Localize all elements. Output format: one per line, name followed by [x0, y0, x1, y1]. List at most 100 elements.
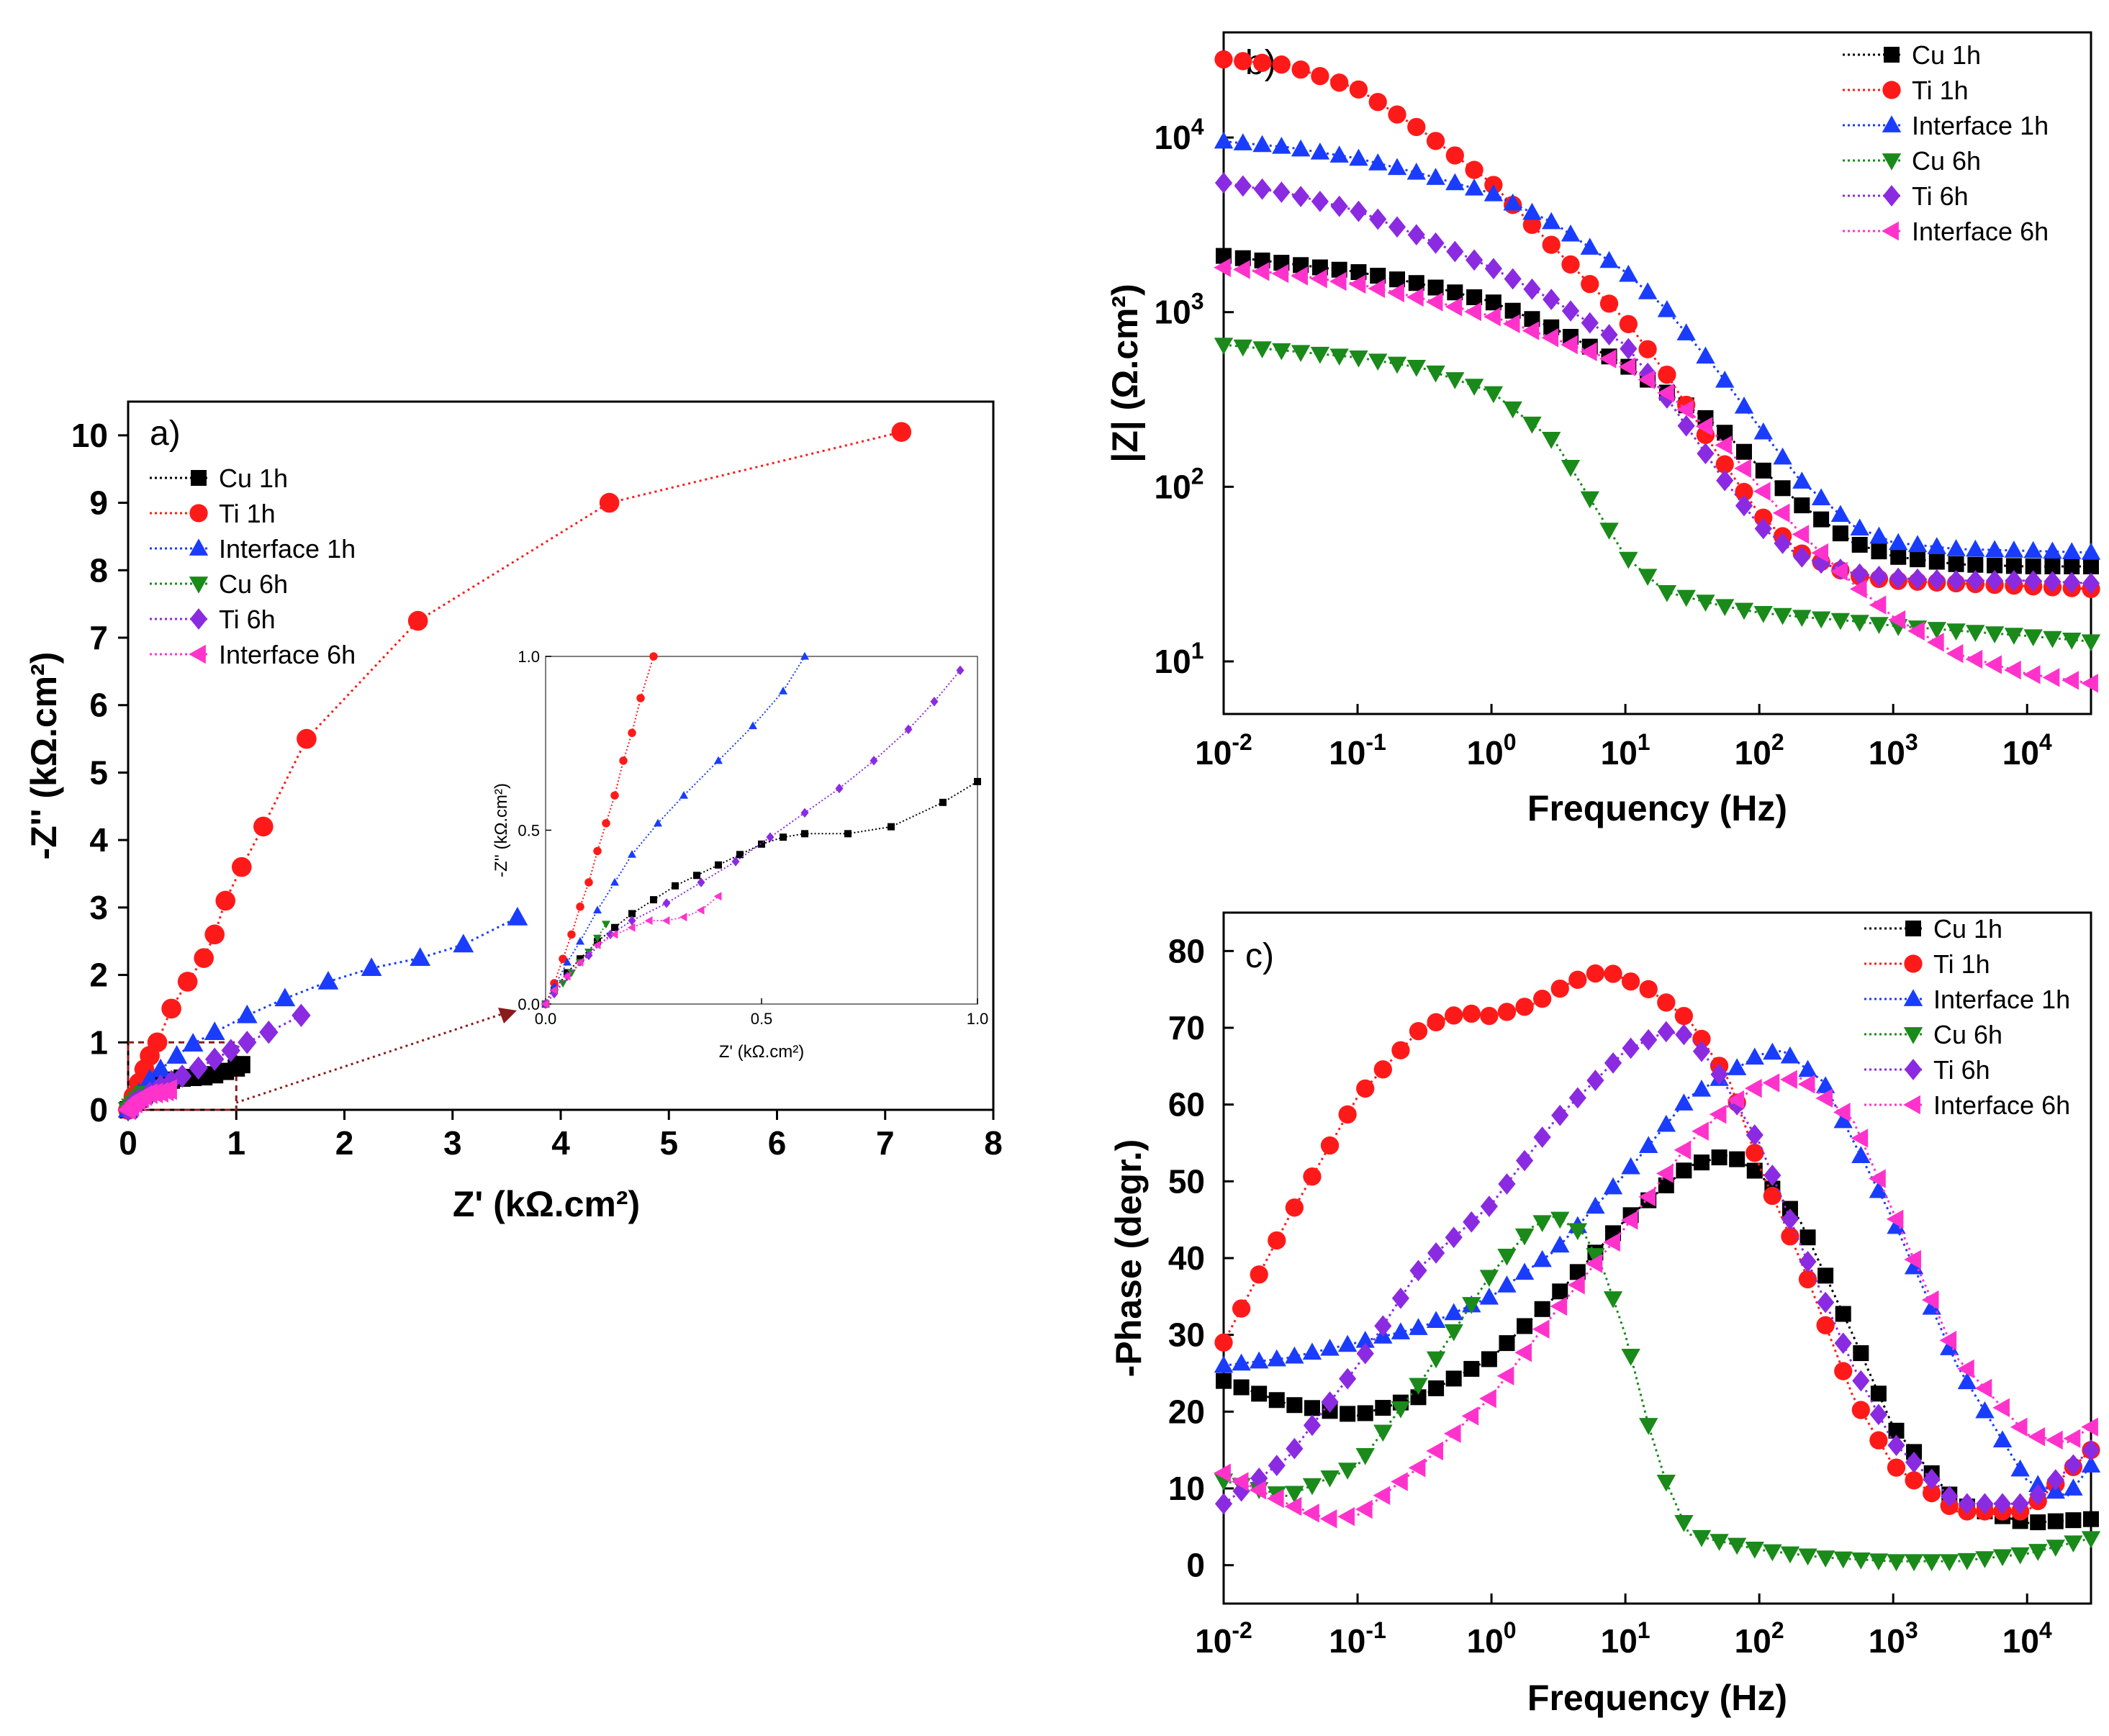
point-interface-6h — [1797, 1075, 1815, 1094]
point-interface-6h — [1387, 283, 1404, 303]
point-cu-6h — [2064, 1535, 2083, 1552]
point-ti-1h — [1426, 132, 1445, 150]
point-interface-6h — [1715, 435, 1733, 455]
point-cu-6h — [1337, 1463, 1358, 1480]
point-ti-6h — [1466, 249, 1483, 271]
legend-label-cu-6h: Cu 6h — [219, 569, 288, 599]
point-cu-1h-inset — [672, 882, 679, 890]
point-ti-6h — [1908, 568, 1927, 590]
point-ti-1h — [1735, 482, 1753, 502]
point-interface-6h — [1302, 1504, 1319, 1523]
point-interface-1h — [1267, 1349, 1286, 1367]
point-interface-6h — [1267, 1488, 1284, 1509]
point-interface-6h — [2046, 1430, 2063, 1450]
point-interface-1h — [1214, 131, 1234, 149]
point-ti-6h — [1966, 569, 1984, 592]
legend-label-cu-1h: Cu 1h — [1933, 914, 2002, 944]
point-ti-1h — [1781, 1227, 1799, 1246]
panel-a: 0 1 2 3 4 5 6 7 8 0 1 2 3 4 5 6 7 8 9 10 Z' (kΩ.cm²) -Z'' (kΩ… — [24, 400, 1003, 1224]
point-ti-6h — [1321, 1391, 1339, 1413]
point-interface-6h — [1815, 1088, 1833, 1108]
point-cu-1h — [1408, 275, 1424, 291]
y-tick-label: 10 — [71, 417, 108, 454]
legend: Cu 1h Ti 1h Interface 1h Cu 6h Ti 6h Interfac… — [1864, 914, 2070, 1120]
point-interface-1h — [1975, 1401, 1995, 1419]
point-ti-1h — [1619, 315, 1638, 333]
point-interface-6h — [1214, 1463, 1231, 1483]
point-interface-6h — [1674, 1140, 1692, 1160]
y-tick-label: 5 — [89, 754, 108, 791]
point-cu-6h — [1696, 595, 1715, 612]
point-ti-1h-inset — [619, 756, 628, 765]
point-ti-6h — [1533, 1126, 1551, 1148]
point-cu-1h — [1357, 1405, 1373, 1421]
point-cu-1h — [1463, 1360, 1480, 1377]
point-interface-6h — [2004, 660, 2021, 680]
point-interface-6h — [1249, 1480, 1267, 1500]
inset-y-axis-label: -Z'' (kΩ.cm²) — [492, 783, 511, 877]
point-cu-1h — [1427, 279, 1444, 296]
point-cu-6h — [2028, 1544, 2048, 1561]
legend-marker-ti-6h — [1904, 1059, 1923, 1080]
point-interface-6h — [1426, 1441, 1444, 1461]
point-cu-6h — [1373, 1424, 1393, 1442]
inset-x-tick-label: 0.5 — [751, 1010, 773, 1028]
point-interface-6h — [1599, 349, 1617, 369]
point-interface-6h — [1745, 1078, 1762, 1098]
point-cu-6h — [1320, 1470, 1340, 1488]
point-cu-1h-inset — [780, 833, 787, 841]
point-ti-1h-inset — [567, 930, 576, 939]
legend-label-interface-1h: Interface 1h — [219, 534, 356, 564]
point-ti-6h — [1763, 1165, 1781, 1186]
x-tick-label: 104 — [2002, 1617, 2052, 1660]
point-interface-6h — [1753, 482, 1771, 501]
inset-y-tick-label: 0.0 — [518, 995, 540, 1013]
point-cu-6h — [1355, 1447, 1375, 1465]
point-ti-6h — [1388, 216, 1406, 238]
point-ti-6h-inset — [584, 950, 593, 961]
point-ti-1h — [1763, 1186, 1781, 1206]
point-interface-1h — [1542, 212, 1561, 230]
legend-label-interface-6h: Interface 6h — [219, 640, 356, 669]
point-ti-6h — [221, 1039, 240, 1062]
point-cu-6h — [1815, 1550, 1835, 1568]
point-cu-1h-inset — [939, 798, 947, 806]
point-cu-1h-inset — [628, 910, 636, 918]
point-interface-6h — [1849, 579, 1867, 599]
point-ti-1h — [1869, 1431, 1888, 1450]
point-cu-6h — [1483, 386, 1504, 404]
point-interface-1h — [166, 1045, 188, 1064]
point-cu-6h — [1214, 338, 1234, 355]
x-tick-label: 8 — [984, 1124, 1003, 1162]
point-ti-6h — [1817, 1291, 1835, 1314]
point-ti-1h — [1599, 294, 1619, 313]
point-cu-6h — [1851, 1552, 1871, 1570]
series-line-interface-6h — [1223, 1076, 2092, 1521]
point-ti-1h — [215, 890, 236, 911]
point-cu-1h — [1910, 551, 1925, 568]
point-ti-1h-inset — [584, 878, 593, 887]
y-tick-label: 104 — [1155, 114, 1204, 156]
point-ti-1h-inset — [649, 652, 658, 661]
legend-marker-cu-6h — [189, 577, 209, 594]
point-cu-1h — [1676, 1162, 1692, 1179]
y-tick-label: 50 — [1168, 1162, 1205, 1200]
point-interface-1h-inset — [593, 905, 602, 914]
point-ti-6h — [1311, 190, 1329, 212]
point-interface-1h — [2064, 1478, 2083, 1496]
x-tick-label: 10-2 — [1195, 1617, 1252, 1660]
point-interface-6h — [1522, 321, 1540, 340]
point-cu-6h — [1887, 1554, 1906, 1572]
point-ti-6h — [1600, 324, 1618, 346]
point-ti-6h — [1409, 1260, 1427, 1282]
point-cu-6h — [1621, 1349, 1640, 1366]
point-cu-6h — [1676, 589, 1696, 607]
point-interface-1h — [1561, 224, 1581, 242]
point-ti-1h-inset — [610, 791, 619, 800]
x-tick-label: 101 — [1601, 1617, 1650, 1660]
point-ti-6h — [1986, 569, 2004, 592]
legend-label-cu-6h: Cu 6h — [1933, 1020, 2002, 1049]
point-interface-1h — [1922, 1298, 1941, 1315]
point-ti-6h — [1889, 567, 1907, 589]
point-interface-1h — [1522, 202, 1542, 220]
